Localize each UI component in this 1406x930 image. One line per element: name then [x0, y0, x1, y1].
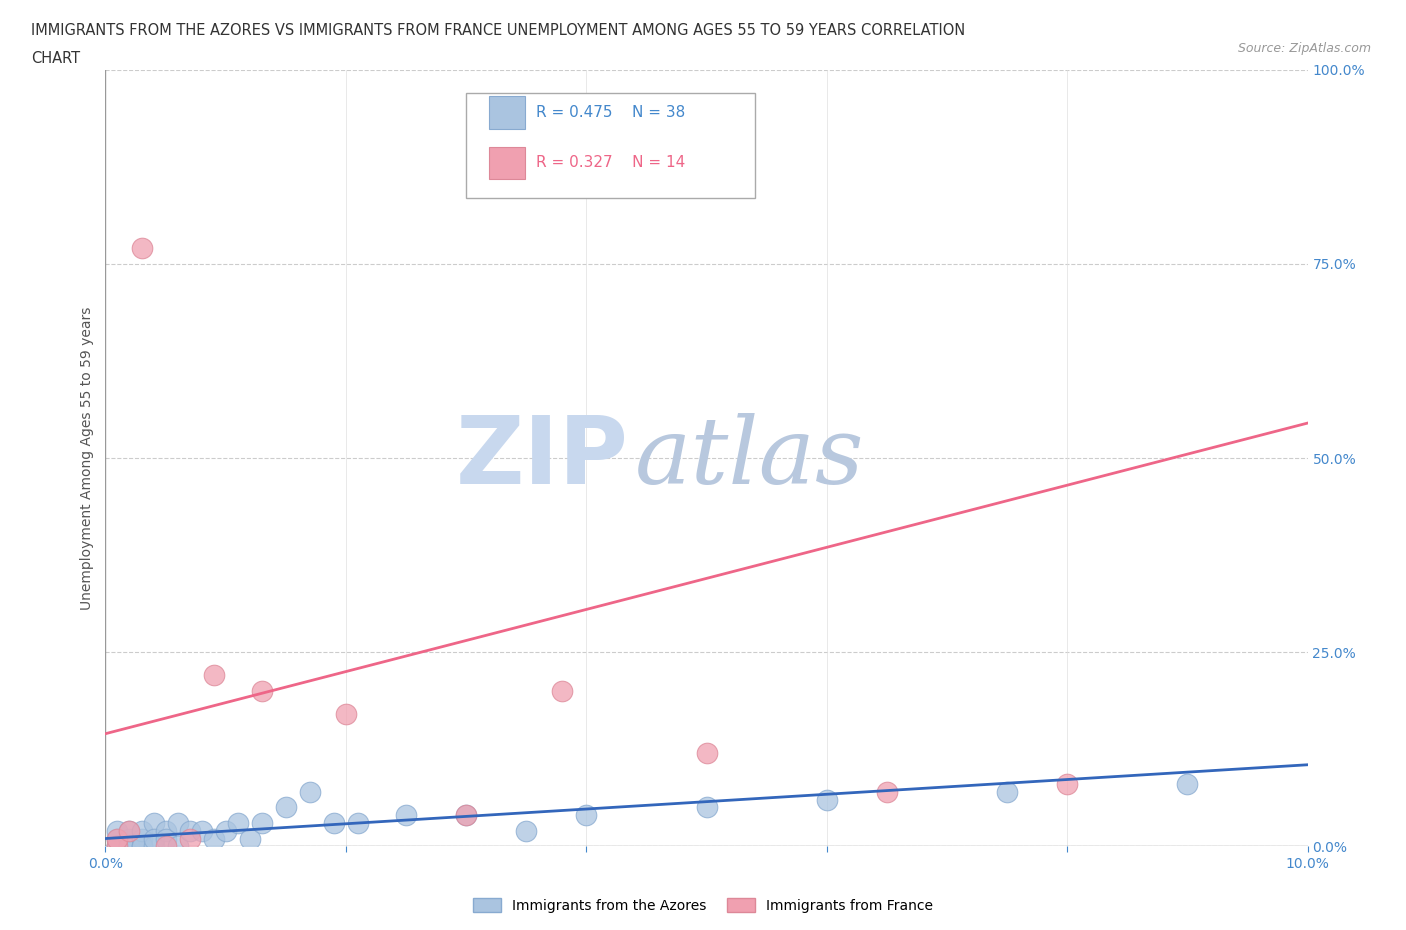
Point: [454, 808, 477, 823]
Point: [166, 816, 188, 830]
Point: [142, 839, 165, 854]
Point: [118, 839, 141, 854]
FancyBboxPatch shape: [465, 93, 755, 198]
Point: [274, 800, 297, 815]
FancyBboxPatch shape: [489, 96, 524, 128]
Point: [214, 823, 236, 838]
Point: [155, 839, 177, 854]
Point: [142, 831, 165, 846]
Point: [107, 823, 129, 838]
Point: [454, 808, 477, 823]
Point: [551, 684, 574, 698]
Point: [335, 707, 357, 722]
Point: [179, 823, 201, 838]
Legend: Immigrants from the Azores, Immigrants from France: Immigrants from the Azores, Immigrants f…: [467, 893, 939, 919]
Point: [107, 839, 129, 854]
Point: [118, 823, 141, 838]
Point: [575, 808, 598, 823]
Point: [239, 831, 262, 846]
Text: CHART: CHART: [31, 51, 80, 66]
Point: [876, 785, 898, 800]
Point: [131, 831, 153, 846]
Point: [1056, 777, 1078, 791]
Point: [347, 816, 370, 830]
Point: [250, 816, 273, 830]
Point: [142, 816, 165, 830]
Text: IMMIGRANTS FROM THE AZORES VS IMMIGRANTS FROM FRANCE UNEMPLOYMENT AMONG AGES 55 : IMMIGRANTS FROM THE AZORES VS IMMIGRANTS…: [31, 23, 965, 38]
Point: [107, 839, 129, 854]
Point: [131, 241, 153, 256]
Point: [131, 823, 153, 838]
Y-axis label: Unemployment Among Ages 55 to 59 years: Unemployment Among Ages 55 to 59 years: [80, 306, 94, 610]
Point: [179, 831, 201, 846]
Point: [1175, 777, 1198, 791]
Point: [118, 823, 141, 838]
Point: [202, 668, 225, 683]
Point: [226, 816, 249, 830]
Point: [322, 816, 344, 830]
Point: [118, 839, 141, 854]
Point: [107, 831, 129, 846]
Point: [131, 839, 153, 854]
Text: R = 0.327    N = 14: R = 0.327 N = 14: [536, 155, 685, 170]
Point: [202, 831, 225, 846]
Point: [298, 785, 321, 800]
Point: [696, 800, 718, 815]
Text: ZIP: ZIP: [456, 412, 628, 504]
Point: [107, 831, 129, 846]
Point: [107, 839, 129, 854]
Point: [131, 839, 153, 854]
Text: atlas: atlas: [634, 413, 863, 503]
Point: [515, 823, 537, 838]
Point: [815, 792, 838, 807]
Point: [166, 839, 188, 854]
Point: [118, 831, 141, 846]
Point: [190, 823, 212, 838]
FancyBboxPatch shape: [489, 147, 524, 179]
Point: [995, 785, 1018, 800]
Point: [155, 823, 177, 838]
Point: [696, 746, 718, 761]
Point: [395, 808, 418, 823]
Text: R = 0.475    N = 38: R = 0.475 N = 38: [536, 105, 685, 120]
Text: Source: ZipAtlas.com: Source: ZipAtlas.com: [1237, 42, 1371, 55]
Point: [155, 831, 177, 846]
Point: [250, 684, 273, 698]
